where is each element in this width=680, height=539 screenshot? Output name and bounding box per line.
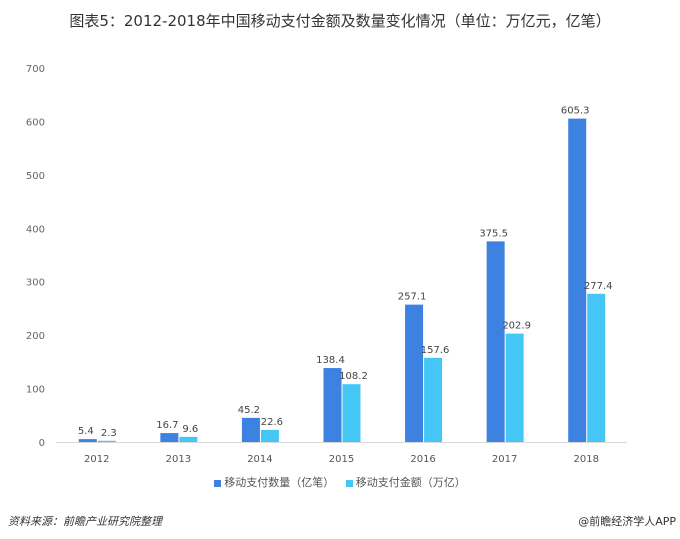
x-tick-label: 2018 (573, 454, 598, 465)
chart-title: 图表5：2012-2018年中国移动支付金额及数量变化情况（单位：万亿元，亿笔） (69, 12, 611, 30)
bar-amount (505, 333, 524, 442)
x-tick-label: 2012 (84, 454, 109, 465)
y-tick-label: 700 (26, 64, 45, 75)
data-label: 2.3 (101, 428, 117, 439)
legend-swatch-amount (345, 479, 353, 487)
bar-amount (424, 357, 443, 442)
bar-count (323, 368, 342, 442)
y-tick-label: 300 (26, 278, 45, 289)
y-tick-label: 200 (26, 331, 45, 342)
bar-amount (342, 384, 361, 442)
y-tick-label: 0 (39, 438, 45, 449)
bar-count (241, 417, 260, 442)
legend-item-amount: 移动支付金额（万亿） (345, 476, 466, 489)
data-label: 9.6 (182, 424, 198, 435)
bar-amount (587, 293, 606, 442)
x-tick-label: 2016 (410, 454, 435, 465)
bar-count (160, 433, 179, 442)
y-tick-label: 500 (26, 171, 45, 182)
bar-count (486, 241, 505, 442)
data-label: 5.4 (78, 426, 94, 437)
legend-label-amount: 移动支付金额（万亿） (355, 476, 466, 489)
data-label: 202.9 (502, 321, 531, 332)
x-tick-label: 2015 (329, 454, 354, 465)
bar-amount (260, 429, 279, 442)
data-label: 16.7 (156, 420, 178, 431)
bar-amount (179, 436, 198, 442)
bar-count (78, 439, 97, 442)
data-label: 277.4 (584, 281, 613, 292)
y-tick-label: 400 (26, 224, 45, 235)
credit: @前瞻经济学人APP (578, 515, 676, 528)
data-label: 45.2 (238, 405, 260, 416)
y-tick-label: 600 (26, 117, 45, 128)
x-tick-label: 2017 (492, 454, 517, 465)
bar-amount (97, 440, 116, 442)
data-label: 138.4 (316, 355, 345, 366)
data-label: 375.5 (479, 228, 508, 239)
legend-label-count: 移动支付数量（亿笔） (224, 476, 335, 489)
data-label: 605.3 (561, 106, 590, 117)
x-tick-label: 2014 (247, 454, 272, 465)
legend-item-count: 移动支付数量（亿笔） (214, 476, 334, 489)
data-label: 157.6 (421, 345, 450, 356)
bar-count (405, 304, 424, 442)
data-label: 257.1 (398, 292, 427, 303)
y-tick-label: 100 (26, 385, 45, 396)
legend: 移动支付数量（亿笔） 移动支付金额（万亿） (0, 474, 680, 490)
data-label: 22.6 (261, 417, 283, 428)
x-tick-label: 2013 (166, 454, 191, 465)
legend-swatch-count (214, 479, 222, 487)
source-note: 资料来源：前瞻产业研究院整理 (8, 515, 162, 528)
data-label: 108.2 (339, 371, 368, 382)
bar-count (568, 118, 587, 442)
